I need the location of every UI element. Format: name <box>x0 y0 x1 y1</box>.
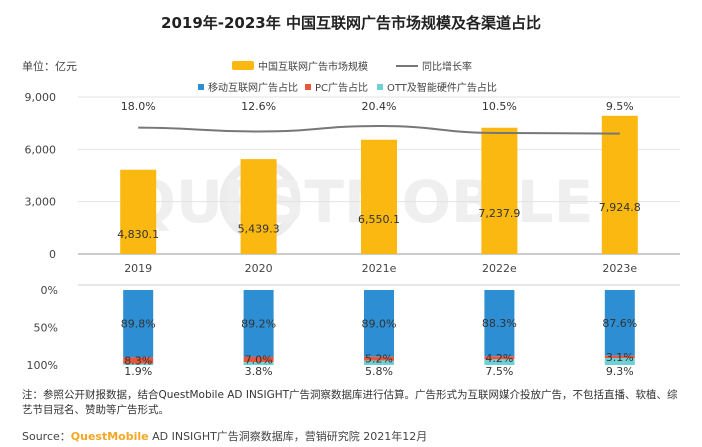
mobile-share-label: 89.0% <box>362 317 397 330</box>
growth-rate-label: 12.6% <box>241 100 276 113</box>
ott-share-label: 3.8% <box>245 365 273 378</box>
legend-item-growth-rate: 同比增长率 <box>396 58 472 73</box>
legend-label-mobile: 移动互联网广告占比 <box>208 83 298 94</box>
chart-canvas: QUESTMOBILE 03,0006,0009,0004,830.120195… <box>25 91 680 378</box>
mobile-segment <box>123 290 154 358</box>
bar <box>601 115 638 255</box>
bar-value-label: 7,924.8 <box>599 201 641 214</box>
source-line: Source：QuestMobile AD INSIGHT广告洞察数据库，营销研… <box>22 428 427 444</box>
y-tick-label: 3,000 <box>25 196 57 209</box>
y-tick-label-pct: 0% <box>41 284 58 297</box>
pc-share-label: 5.2% <box>365 353 393 366</box>
ott-segment <box>243 362 274 365</box>
footnote: 注：参照公开财报数据，结合QuestMobile AD INSIGHT广告洞察数… <box>22 389 678 416</box>
bar <box>120 169 157 254</box>
bar <box>240 159 277 254</box>
growth-rate-line <box>138 124 620 135</box>
pc-segment <box>123 357 154 364</box>
mobile-segment <box>364 290 394 357</box>
y-tick-label-pct: 50% <box>34 322 58 335</box>
mobile-segment <box>604 290 635 356</box>
legend-label-growth-rate: 同比增长率 <box>422 62 472 73</box>
growth-rate-label: 20.4% <box>362 100 397 113</box>
legend-label-market-size: 中国互联网广告市场规模 <box>258 62 368 73</box>
ott-segment <box>123 363 154 365</box>
bar-value-label: 7,237.9 <box>478 207 520 220</box>
unit-label: 单位：亿元 <box>22 60 77 73</box>
ott-share-label: 7.5% <box>485 365 513 378</box>
source-rest: AD INSIGHT广告洞察数据库，营销研究院 2021年12月 <box>148 430 428 443</box>
legend-swatch-bar <box>232 61 254 70</box>
x-tick-label: 2023e <box>602 262 637 275</box>
bar-value-label: 4,830.1 <box>117 228 159 241</box>
x-tick-label: 2021e <box>362 262 397 275</box>
pc-share-label: 4.2% <box>485 352 513 365</box>
pc-share-label: 3.1% <box>606 351 634 364</box>
x-tick-label: 2022e <box>482 262 517 275</box>
ott-segment <box>604 358 635 365</box>
legend-swatch-ott <box>377 83 383 90</box>
y-tick-label: 9,000 <box>25 91 57 104</box>
pc-segment <box>484 356 515 360</box>
mobile-segment <box>243 290 274 357</box>
bar <box>481 127 518 254</box>
legend-swatch-pc <box>305 83 311 90</box>
legend-label-ott: OTT及智能硬件广告占比 <box>387 83 497 94</box>
legend-swatch-line <box>396 64 418 67</box>
pc-segment <box>604 355 635 359</box>
y-tick-label: 0 <box>49 248 56 261</box>
mobile-share-label: 88.3% <box>482 317 517 330</box>
bar-value-label: 6,550.1 <box>358 213 400 226</box>
bar <box>361 139 397 254</box>
ott-share-label: 1.9% <box>124 365 152 378</box>
growth-rate-label: 18.0% <box>121 100 156 113</box>
ott-share-label: 5.8% <box>365 365 393 378</box>
x-tick-label: 2019 <box>124 262 152 275</box>
legend-item-mobile: 移动互联网广告占比 <box>198 79 298 94</box>
growth-rate-label: 10.5% <box>482 100 517 113</box>
bar-value-label: 5,439.3 <box>238 223 280 236</box>
ott-share-label: 9.3% <box>606 365 634 378</box>
source-prefix: Source： <box>22 430 71 443</box>
y-tick-label: 6,000 <box>25 143 57 156</box>
source-brand: QuestMobile <box>70 430 149 443</box>
legend-swatch-mobile <box>198 83 204 90</box>
pc-segment <box>364 356 394 361</box>
chart-title: 2019年-2023年 中国互联网广告市场规模及各渠道占比 <box>161 14 541 32</box>
ott-segment <box>484 359 515 365</box>
pc-share-label: 8.3% <box>124 354 152 367</box>
mobile-segment <box>484 290 515 357</box>
mobile-share-label: 89.8% <box>121 318 156 331</box>
pc-segment <box>243 356 274 363</box>
mobile-share-label: 87.6% <box>602 317 637 330</box>
legend-item-pc: PC广告占比 <box>305 79 368 94</box>
mobile-share-label: 89.2% <box>241 317 276 330</box>
legend-item-market-size: 中国互联网广告市场规模 <box>232 58 368 73</box>
growth-rate-label: 9.5% <box>606 100 634 113</box>
pc-share-label: 7.0% <box>245 354 273 367</box>
ott-segment <box>364 360 394 365</box>
x-tick-label: 2020 <box>245 262 273 275</box>
y-tick-label-pct: 100% <box>27 359 58 372</box>
legend-label-pc: PC广告占比 <box>315 83 369 94</box>
legend-item-ott: OTT及智能硬件广告占比 <box>377 79 497 94</box>
